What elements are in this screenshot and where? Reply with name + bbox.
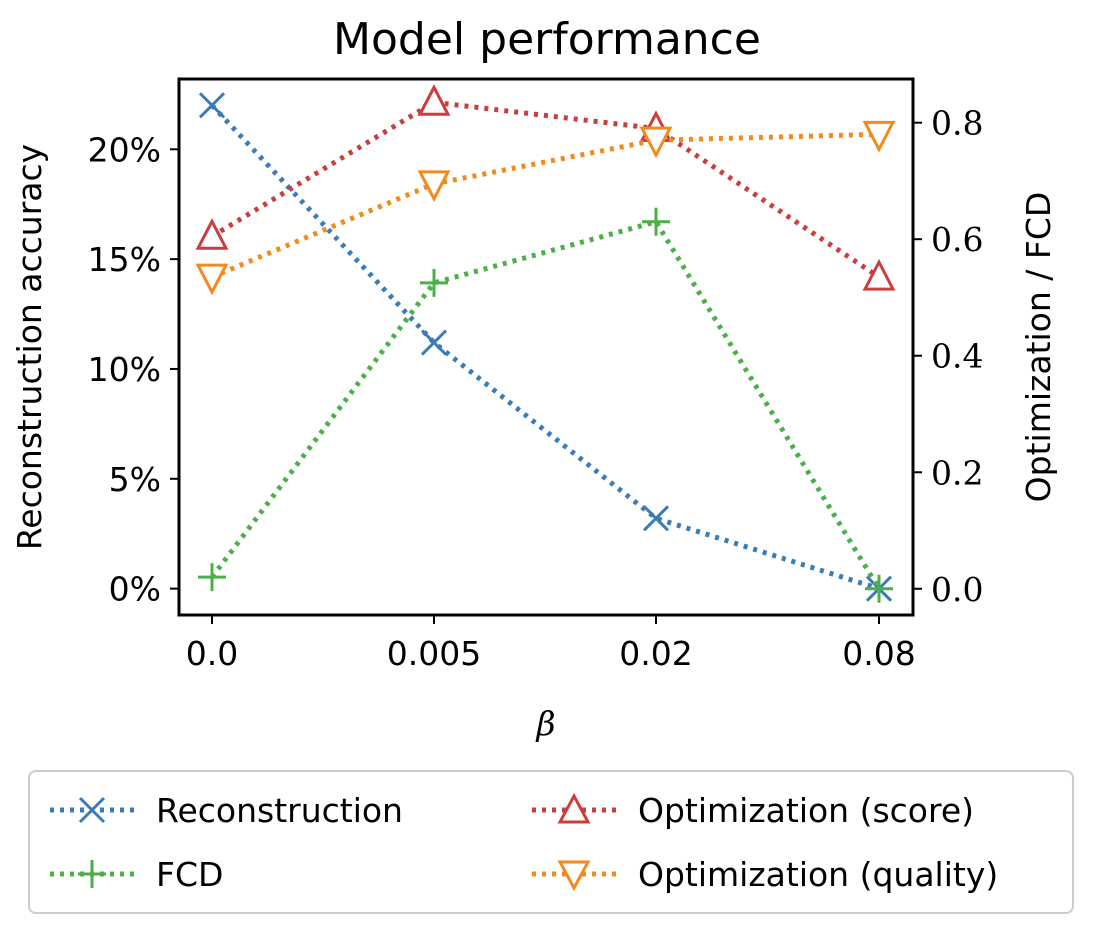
data-point-optimization-quality bbox=[639, 126, 673, 159]
series-line-optimization-quality bbox=[211, 131, 880, 280]
legend-swatch-fcd bbox=[50, 860, 134, 888]
x-axis-label: β bbox=[534, 704, 555, 743]
series-layer bbox=[195, 84, 896, 603]
x-marker-icon bbox=[78, 796, 106, 824]
chart-title: Model performance bbox=[333, 14, 761, 65]
legend-swatch-optimization-quality bbox=[532, 860, 616, 892]
data-point-optimization-score bbox=[417, 84, 451, 116]
legend-item-reconstruction: Reconstruction bbox=[46, 790, 403, 830]
legend-label-optimization-score: Optimization (score) bbox=[638, 790, 975, 830]
legend-item-fcd: FCD bbox=[46, 854, 223, 894]
data-point-fcd bbox=[198, 563, 226, 592]
plus-marker-icon bbox=[78, 860, 106, 888]
data-point-fcd bbox=[865, 574, 893, 603]
legend-swatch-reconstruction bbox=[50, 796, 134, 824]
x-tick-label: 0.02 bbox=[619, 634, 692, 673]
data-point-reconstruction bbox=[198, 92, 226, 119]
left-tick-label: 0% bbox=[109, 570, 161, 609]
triangle-down-marker-icon bbox=[557, 860, 591, 892]
right-tick-label: 0.2 bbox=[931, 453, 983, 492]
left-tick-label: 5% bbox=[109, 460, 161, 499]
right-tick-label: 0.6 bbox=[931, 220, 983, 259]
x-tick-label: 0.0 bbox=[186, 634, 238, 673]
data-point-optimization-quality bbox=[862, 120, 896, 153]
data-point-optimization-score bbox=[195, 218, 229, 250]
left-tick-label: 20% bbox=[88, 130, 161, 169]
data-point-optimization-quality bbox=[417, 170, 451, 203]
legend-item-optimization-score: Optimization (score) bbox=[528, 790, 974, 830]
series-line-optimization-score bbox=[210, 99, 881, 280]
left-tick-label: 15% bbox=[88, 240, 161, 279]
legend-item-optimization-quality: Optimization (quality) bbox=[528, 854, 998, 894]
right-tick-label: 0.4 bbox=[931, 337, 983, 376]
legend: Reconstruction FCD Optimization (score) … bbox=[28, 770, 1074, 914]
triangle-up-marker-icon bbox=[557, 792, 591, 824]
left-tick-label: 10% bbox=[88, 350, 161, 389]
axes-layer: 0.0 0.005 0.02 0.08 0% 5% 10% 15% 20% 0.0 0.2 0.4 0.… bbox=[88, 104, 984, 673]
right-axis-label: Optimization / FCD bbox=[1019, 192, 1058, 503]
chart-canvas: Model performance 0.0 0.005 0.02 0.08 0% 5% 10… bbox=[10, 14, 1058, 743]
plot-frame bbox=[177, 77, 915, 617]
data-point-fcd bbox=[642, 207, 670, 236]
legend-label-reconstruction: Reconstruction bbox=[156, 790, 403, 830]
right-tick-label: 0.8 bbox=[931, 104, 983, 143]
data-point-optimization-quality bbox=[195, 263, 229, 296]
legend-label-fcd: FCD bbox=[156, 854, 224, 894]
series-line-fcd bbox=[210, 218, 882, 591]
right-tick-label: 0.0 bbox=[931, 570, 983, 609]
series-line-reconstruction bbox=[210, 103, 880, 592]
data-point-fcd bbox=[420, 268, 448, 297]
legend-swatch-optimization-score bbox=[532, 792, 616, 824]
data-point-optimization-score bbox=[862, 258, 896, 291]
data-point-reconstruction bbox=[420, 329, 448, 356]
left-axis-label: Reconstruction accuracy bbox=[10, 144, 49, 550]
legend-label-optimization-quality: Optimization (quality) bbox=[638, 854, 999, 894]
x-tick-label: 0.08 bbox=[842, 634, 915, 673]
data-point-reconstruction bbox=[642, 505, 670, 532]
x-tick-label: 0.005 bbox=[387, 634, 481, 673]
